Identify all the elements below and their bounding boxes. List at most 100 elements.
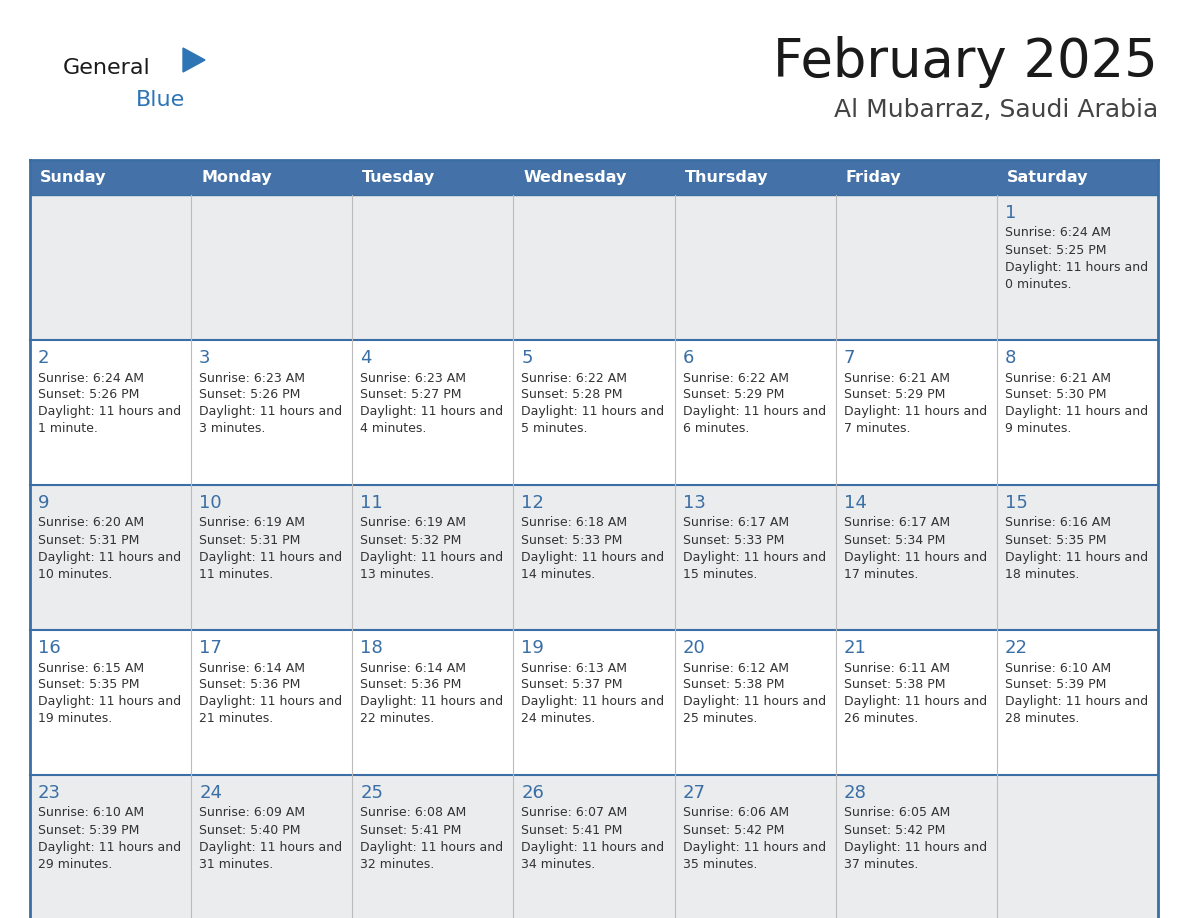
Text: Sunset: 5:38 PM: Sunset: 5:38 PM xyxy=(683,678,784,691)
Text: Sunset: 5:33 PM: Sunset: 5:33 PM xyxy=(683,533,784,546)
Bar xyxy=(513,160,675,195)
Bar xyxy=(675,775,835,918)
Bar xyxy=(353,485,513,630)
Text: 7 minutes.: 7 minutes. xyxy=(843,422,910,435)
Text: Sunrise: 6:21 AM: Sunrise: 6:21 AM xyxy=(843,372,949,385)
Bar xyxy=(997,195,1158,340)
Text: Daylight: 11 hours and: Daylight: 11 hours and xyxy=(360,551,504,564)
Text: Daylight: 11 hours and: Daylight: 11 hours and xyxy=(1005,406,1148,419)
Text: 10: 10 xyxy=(200,494,222,512)
Text: Daylight: 11 hours and: Daylight: 11 hours and xyxy=(38,841,181,854)
Text: 29 minutes.: 29 minutes. xyxy=(38,857,112,870)
Text: Sunset: 5:29 PM: Sunset: 5:29 PM xyxy=(683,388,784,401)
Text: Sunset: 5:27 PM: Sunset: 5:27 PM xyxy=(360,388,462,401)
Text: Daylight: 11 hours and: Daylight: 11 hours and xyxy=(522,841,664,854)
Bar xyxy=(191,195,353,340)
Bar xyxy=(835,340,997,485)
Polygon shape xyxy=(183,48,206,72)
Text: Saturday: Saturday xyxy=(1007,170,1088,185)
Text: Daylight: 11 hours and: Daylight: 11 hours and xyxy=(522,551,664,564)
Text: 22 minutes.: 22 minutes. xyxy=(360,712,435,725)
Text: Sunset: 5:25 PM: Sunset: 5:25 PM xyxy=(1005,243,1106,256)
Text: 9: 9 xyxy=(38,494,50,512)
Text: Daylight: 11 hours and: Daylight: 11 hours and xyxy=(1005,261,1148,274)
Text: Daylight: 11 hours and: Daylight: 11 hours and xyxy=(200,551,342,564)
Text: Daylight: 11 hours and: Daylight: 11 hours and xyxy=(683,406,826,419)
Bar xyxy=(191,630,353,775)
Bar xyxy=(675,630,835,775)
Text: Sunrise: 6:14 AM: Sunrise: 6:14 AM xyxy=(200,662,305,675)
Bar xyxy=(513,485,675,630)
Bar xyxy=(30,630,191,775)
Bar xyxy=(835,160,997,195)
Text: 15 minutes.: 15 minutes. xyxy=(683,567,757,580)
Text: Sunrise: 6:09 AM: Sunrise: 6:09 AM xyxy=(200,807,305,820)
Bar xyxy=(191,160,353,195)
Text: Sunrise: 6:24 AM: Sunrise: 6:24 AM xyxy=(1005,227,1111,240)
Text: 27: 27 xyxy=(683,784,706,802)
Text: Sunset: 5:37 PM: Sunset: 5:37 PM xyxy=(522,678,623,691)
Text: Sunset: 5:39 PM: Sunset: 5:39 PM xyxy=(1005,678,1106,691)
Text: 1: 1 xyxy=(1005,204,1016,222)
Text: 32 minutes.: 32 minutes. xyxy=(360,857,435,870)
Text: Daylight: 11 hours and: Daylight: 11 hours and xyxy=(843,696,987,709)
Text: 18 minutes.: 18 minutes. xyxy=(1005,567,1079,580)
Text: 21: 21 xyxy=(843,639,866,657)
Text: Sunset: 5:26 PM: Sunset: 5:26 PM xyxy=(38,388,139,401)
Text: Al Mubarraz, Saudi Arabia: Al Mubarraz, Saudi Arabia xyxy=(834,98,1158,122)
Text: 37 minutes.: 37 minutes. xyxy=(843,857,918,870)
Text: 28 minutes.: 28 minutes. xyxy=(1005,712,1079,725)
Text: Sunrise: 6:24 AM: Sunrise: 6:24 AM xyxy=(38,372,144,385)
Text: 11 minutes.: 11 minutes. xyxy=(200,567,273,580)
Text: Sunset: 5:33 PM: Sunset: 5:33 PM xyxy=(522,533,623,546)
Text: 2: 2 xyxy=(38,349,50,367)
Bar xyxy=(30,160,191,195)
Text: Sunrise: 6:14 AM: Sunrise: 6:14 AM xyxy=(360,662,466,675)
Text: Sunrise: 6:06 AM: Sunrise: 6:06 AM xyxy=(683,807,789,820)
Text: 25 minutes.: 25 minutes. xyxy=(683,712,757,725)
Text: 28: 28 xyxy=(843,784,866,802)
Text: Sunset: 5:32 PM: Sunset: 5:32 PM xyxy=(360,533,462,546)
Bar xyxy=(353,195,513,340)
Bar xyxy=(997,340,1158,485)
Bar xyxy=(191,775,353,918)
Text: 8: 8 xyxy=(1005,349,1016,367)
Text: Sunset: 5:40 PM: Sunset: 5:40 PM xyxy=(200,823,301,836)
Text: 9 minutes.: 9 minutes. xyxy=(1005,422,1072,435)
Bar xyxy=(997,775,1158,918)
Text: Sunrise: 6:19 AM: Sunrise: 6:19 AM xyxy=(200,517,305,530)
Text: Sunrise: 6:15 AM: Sunrise: 6:15 AM xyxy=(38,662,144,675)
Text: Sunset: 5:35 PM: Sunset: 5:35 PM xyxy=(38,678,139,691)
Text: Daylight: 11 hours and: Daylight: 11 hours and xyxy=(360,406,504,419)
Text: Sunrise: 6:23 AM: Sunrise: 6:23 AM xyxy=(200,372,305,385)
Text: Daylight: 11 hours and: Daylight: 11 hours and xyxy=(683,696,826,709)
Text: 26 minutes.: 26 minutes. xyxy=(843,712,918,725)
Bar xyxy=(353,160,513,195)
Text: Daylight: 11 hours and: Daylight: 11 hours and xyxy=(200,841,342,854)
Text: Sunrise: 6:19 AM: Sunrise: 6:19 AM xyxy=(360,517,466,530)
Text: 24: 24 xyxy=(200,784,222,802)
Text: Daylight: 11 hours and: Daylight: 11 hours and xyxy=(38,406,181,419)
Text: Sunset: 5:41 PM: Sunset: 5:41 PM xyxy=(522,823,623,836)
Text: Sunrise: 6:12 AM: Sunrise: 6:12 AM xyxy=(683,662,789,675)
Text: Daylight: 11 hours and: Daylight: 11 hours and xyxy=(38,551,181,564)
Text: Sunset: 5:28 PM: Sunset: 5:28 PM xyxy=(522,388,623,401)
Text: Sunrise: 6:05 AM: Sunrise: 6:05 AM xyxy=(843,807,950,820)
Bar xyxy=(30,485,191,630)
Text: Daylight: 11 hours and: Daylight: 11 hours and xyxy=(1005,696,1148,709)
Text: 22: 22 xyxy=(1005,639,1028,657)
Text: Sunrise: 6:17 AM: Sunrise: 6:17 AM xyxy=(683,517,789,530)
Bar xyxy=(353,630,513,775)
Text: Sunrise: 6:22 AM: Sunrise: 6:22 AM xyxy=(522,372,627,385)
Bar xyxy=(835,195,997,340)
Text: Daylight: 11 hours and: Daylight: 11 hours and xyxy=(200,406,342,419)
Bar xyxy=(353,340,513,485)
Text: 19: 19 xyxy=(522,639,544,657)
Text: Daylight: 11 hours and: Daylight: 11 hours and xyxy=(843,841,987,854)
Text: Sunset: 5:41 PM: Sunset: 5:41 PM xyxy=(360,823,462,836)
Text: Sunrise: 6:20 AM: Sunrise: 6:20 AM xyxy=(38,517,144,530)
Text: 14 minutes.: 14 minutes. xyxy=(522,567,595,580)
Text: Sunrise: 6:22 AM: Sunrise: 6:22 AM xyxy=(683,372,789,385)
Bar xyxy=(191,340,353,485)
Text: Sunrise: 6:18 AM: Sunrise: 6:18 AM xyxy=(522,517,627,530)
